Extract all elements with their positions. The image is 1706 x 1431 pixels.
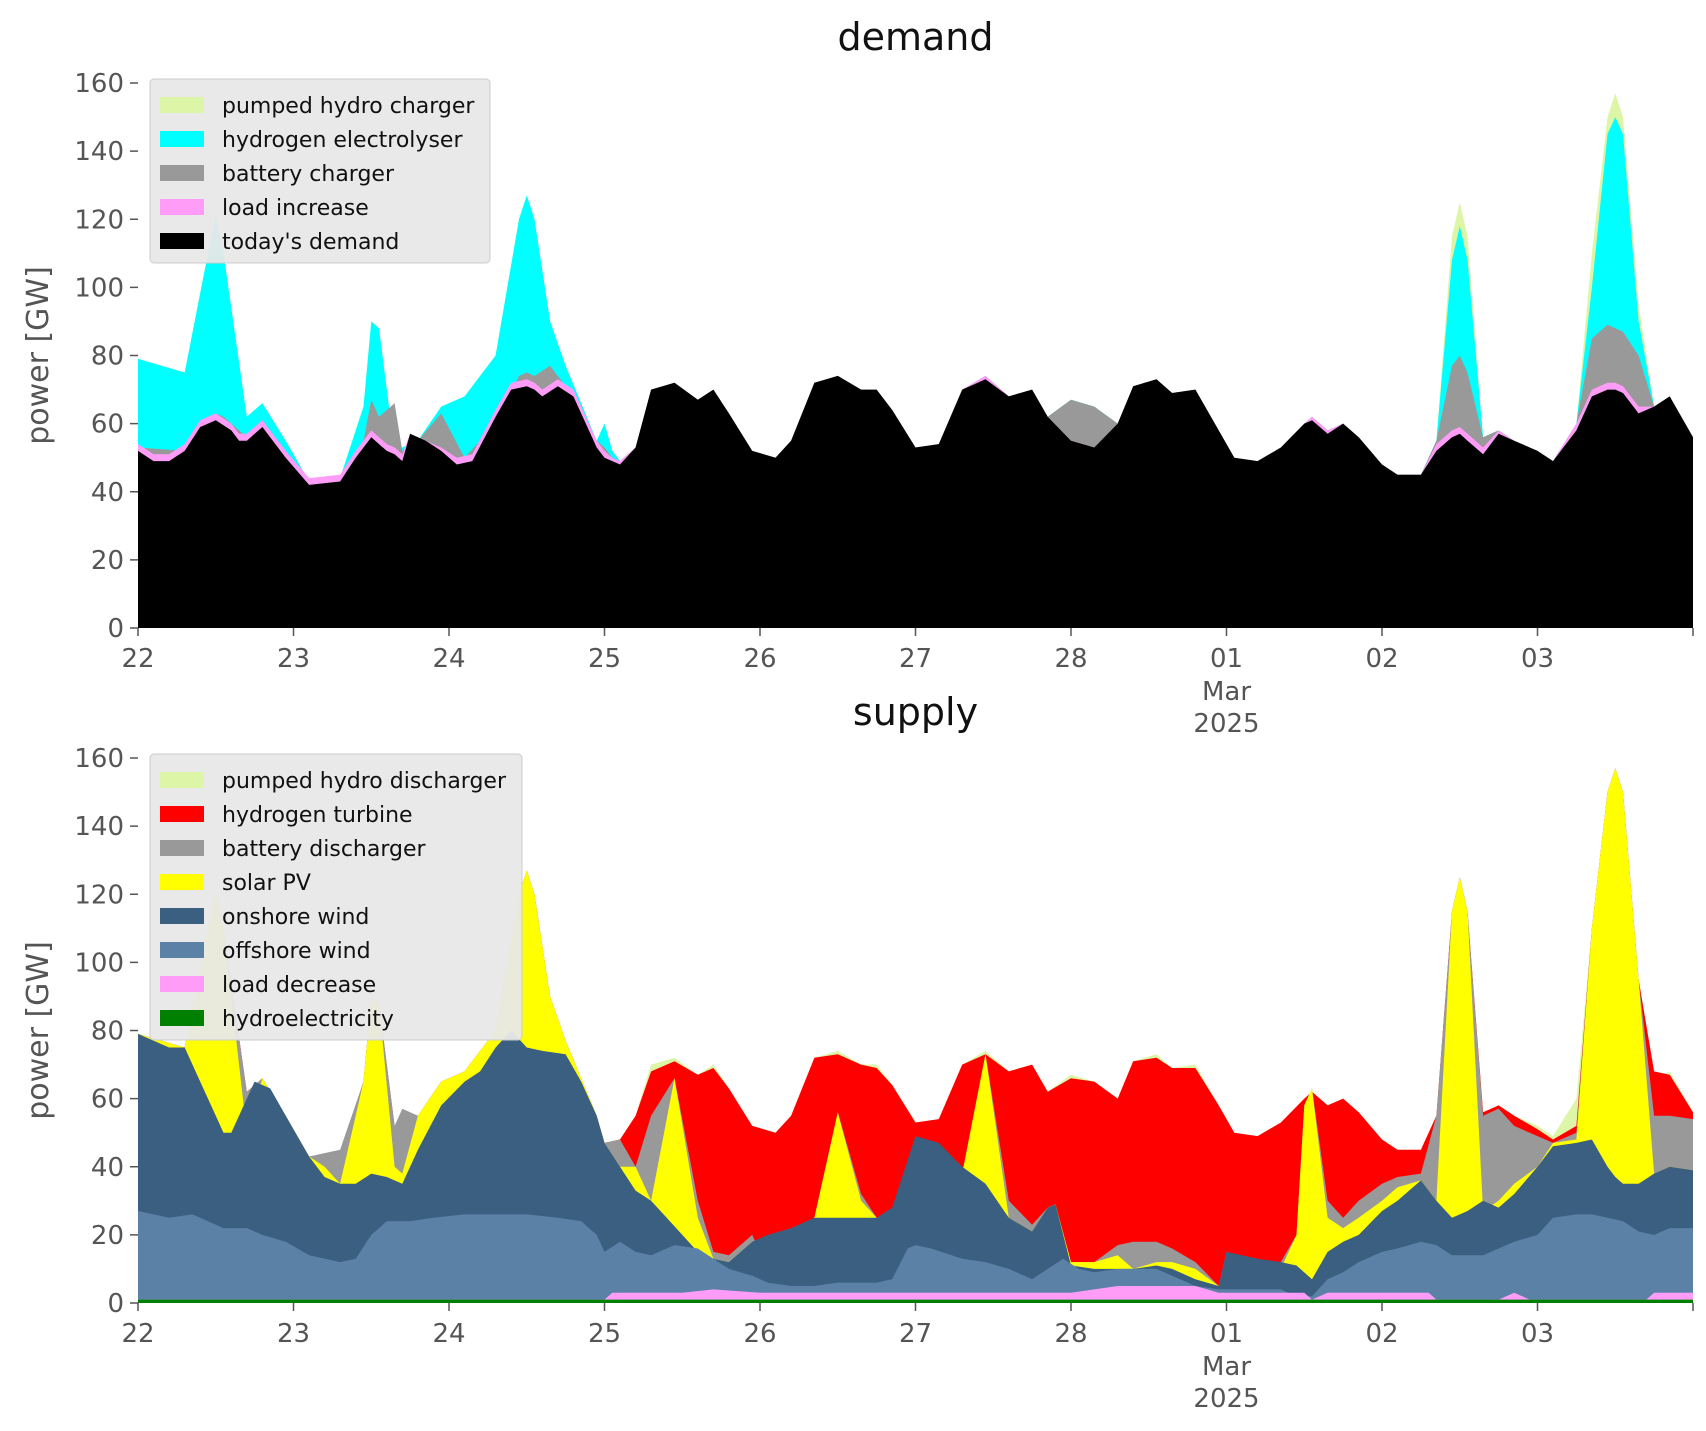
legend-label: battery discharger <box>222 837 427 862</box>
legend-label: hydrogen turbine <box>222 803 413 828</box>
x-tick-label: 27 <box>899 1319 932 1349</box>
x-tick-label: 28 <box>1054 1319 1087 1349</box>
legend-label: pumped hydro discharger <box>222 769 507 794</box>
y-axis-label: power [GW] <box>21 266 56 445</box>
y-tick-label: 160 <box>74 69 124 99</box>
y-tick-label: 160 <box>74 744 124 774</box>
area-offshore-wind <box>138 1211 1693 1303</box>
legend-swatch <box>160 806 204 822</box>
y-tick-label: 140 <box>74 812 124 842</box>
chart-title: supply <box>853 690 978 734</box>
y-tick-label: 40 <box>91 1153 124 1183</box>
x-tick-month-label: Mar <box>1202 677 1251 707</box>
area-today-s-demand <box>138 375 1693 628</box>
legend-label: pumped hydro charger <box>222 94 475 119</box>
y-tick-label: 0 <box>107 1289 124 1319</box>
x-tick-label: 03 <box>1521 644 1554 674</box>
legend: pumped hydro charger hydrogen electrolyse… <box>149 78 491 264</box>
y-tick-label: 120 <box>74 880 124 910</box>
legend-label: solar PV <box>222 871 311 896</box>
legend-swatch <box>160 97 204 113</box>
x-tick-label: 25 <box>588 644 621 674</box>
y-tick-label: 20 <box>91 1221 124 1251</box>
legend: pumped hydro discharger hydrogen turbine b… <box>149 753 523 1041</box>
area-load-decrease <box>138 1286 1693 1303</box>
legend-box <box>149 78 491 264</box>
x-tick-label: 25 <box>588 1319 621 1349</box>
legend-label: battery charger <box>222 162 395 187</box>
y-tick-label: 100 <box>74 948 124 978</box>
legend-swatch <box>160 976 204 992</box>
legend-label: offshore wind <box>222 939 371 964</box>
x-tick-label: 02 <box>1365 644 1398 674</box>
legend-swatch <box>160 199 204 215</box>
x-tick-label: 24 <box>432 1319 465 1349</box>
x-tick-label: 22 <box>121 644 154 674</box>
x-tick-month-label: Mar <box>1202 1352 1251 1382</box>
legend-label: load decrease <box>222 973 376 998</box>
x-tick-label: 26 <box>743 1319 776 1349</box>
x-tick-label: 27 <box>899 644 932 674</box>
legend-swatch <box>160 840 204 856</box>
x-tick-label: 24 <box>432 644 465 674</box>
legend-swatch <box>160 233 204 249</box>
y-tick-label: 120 <box>74 205 124 235</box>
legend-swatch <box>160 131 204 147</box>
y-axis-label: power [GW] <box>21 941 56 1120</box>
x-tick-label: 01 <box>1210 644 1243 674</box>
x-tick-year-label: 2025 <box>1193 709 1259 739</box>
legend-label: load increase <box>222 196 369 221</box>
legend-swatch <box>160 908 204 924</box>
legend-label: hydrogen electrolyser <box>222 128 463 153</box>
y-tick-label: 80 <box>91 1017 124 1047</box>
area-hydroelectricity <box>138 1299 1693 1303</box>
x-tick-label: 23 <box>277 1319 310 1349</box>
y-tick-label: 100 <box>74 273 124 303</box>
y-tick-label: 60 <box>91 1085 124 1115</box>
legend-swatch <box>160 942 204 958</box>
legend-label: onshore wind <box>222 905 369 930</box>
legend-swatch <box>160 772 204 788</box>
x-tick-label: 22 <box>121 1319 154 1349</box>
legend-swatch <box>160 1010 204 1026</box>
y-tick-label: 140 <box>74 137 124 167</box>
x-tick-label: 26 <box>743 644 776 674</box>
x-tick-label: 28 <box>1054 644 1087 674</box>
x-tick-label: 23 <box>277 644 310 674</box>
x-tick-year-label: 2025 <box>1193 1384 1259 1414</box>
chart-title: demand <box>837 15 993 59</box>
legend-box <box>149 753 523 1041</box>
legend-swatch <box>160 165 204 181</box>
y-tick-label: 40 <box>91 478 124 508</box>
y-tick-label: 60 <box>91 410 124 440</box>
x-tick-label: 01 <box>1210 1319 1243 1349</box>
x-tick-label: 02 <box>1365 1319 1398 1349</box>
legend-label: today's demand <box>222 230 399 255</box>
y-tick-label: 0 <box>107 614 124 644</box>
x-tick-label: 03 <box>1521 1319 1554 1349</box>
y-tick-label: 20 <box>91 546 124 576</box>
y-tick-label: 80 <box>91 342 124 372</box>
legend-swatch <box>160 874 204 890</box>
legend-label: hydroelectricity <box>222 1007 394 1032</box>
